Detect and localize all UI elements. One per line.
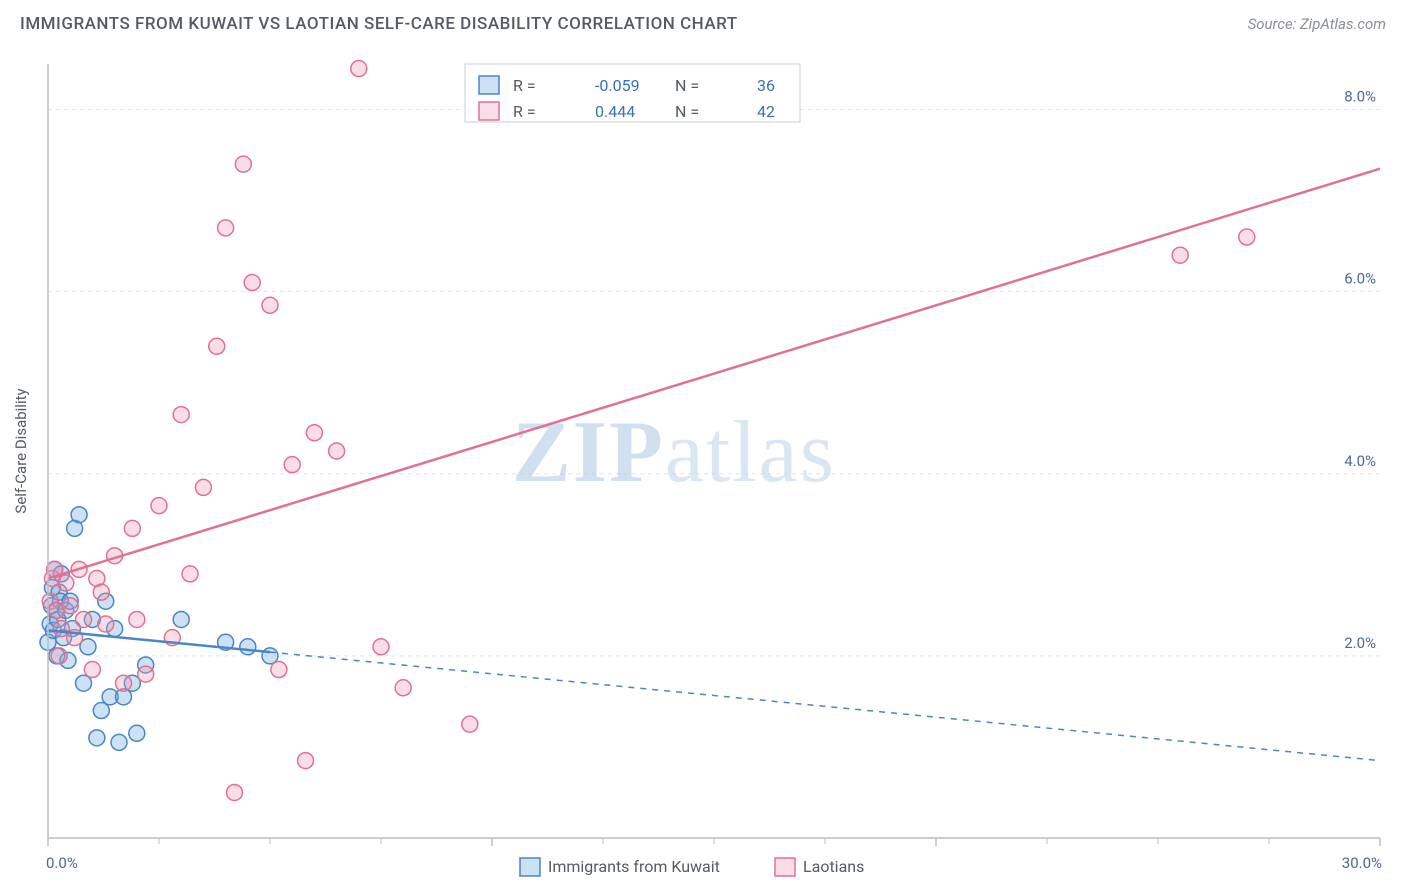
data-point: [138, 666, 154, 682]
data-point: [462, 716, 478, 732]
bottom-legend-label: Laotians: [803, 857, 864, 876]
legend-r-label: R =: [513, 102, 536, 121]
data-point: [62, 598, 78, 614]
x-tick-label: 0.0%: [46, 854, 78, 872]
data-point: [115, 675, 131, 691]
data-point: [284, 457, 300, 473]
legend-n-value: 36: [757, 76, 775, 95]
data-point: [129, 725, 145, 741]
y-tick-label: 8.0%: [1344, 88, 1376, 106]
data-point: [93, 584, 109, 600]
data-point: [329, 443, 345, 459]
legend-r-value: 0.444: [595, 102, 635, 121]
data-point: [182, 566, 198, 582]
data-point: [173, 611, 189, 627]
data-point: [71, 507, 87, 523]
correlation-scatter-chart: ZIPatlas 0.0% 30.0% 2.0% 4.0% 6.0% 8.0% Self-Ca…: [0, 48, 1406, 892]
data-point: [351, 61, 367, 77]
y-tick-label: 2.0%: [1344, 634, 1376, 652]
data-point: [240, 639, 256, 655]
data-point: [58, 575, 74, 591]
y-axis-label: Self-Care Disability: [12, 388, 30, 513]
data-point: [111, 734, 127, 750]
legend-r-value: -0.059: [595, 76, 640, 95]
data-point: [262, 297, 278, 313]
data-point: [226, 784, 242, 800]
data-point: [395, 680, 411, 696]
data-point: [1172, 247, 1188, 263]
data-point: [76, 611, 92, 627]
data-point: [271, 662, 287, 678]
data-point: [1239, 229, 1255, 245]
legend-n-label: N =: [675, 102, 699, 121]
data-point: [84, 662, 100, 678]
y-tick-label: 4.0%: [1344, 452, 1376, 470]
y-tick-label: 6.0%: [1344, 270, 1376, 288]
data-point: [98, 616, 114, 632]
bottom-legend-swatch-laotians: [775, 858, 795, 876]
legend-n-value: 42: [757, 102, 775, 121]
data-point: [89, 730, 105, 746]
data-point: [129, 611, 145, 627]
chart-container: ZIPatlas 0.0% 30.0% 2.0% 4.0% 6.0% 8.0% Self-Ca…: [0, 48, 1406, 892]
bottom-legend-label: Immigrants from Kuwait: [548, 857, 720, 876]
legend-n-label: N =: [675, 76, 699, 95]
data-point: [151, 498, 167, 514]
bottom-legend-swatch-kuwait: [520, 858, 540, 876]
watermark: ZIPatlas: [512, 404, 836, 501]
header-bar: IMMIGRANTS FROM KUWAIT VS LAOTIAN SELF-C…: [0, 0, 1406, 48]
source-attribution: Source: ZipAtlas.com: [1248, 15, 1386, 33]
data-point: [373, 639, 389, 655]
data-point: [173, 407, 189, 423]
data-point: [195, 479, 211, 495]
data-point: [306, 425, 322, 441]
x-tick-label: 30.0%: [1342, 854, 1382, 872]
data-point: [298, 753, 314, 769]
legend-r-label: R =: [513, 76, 536, 95]
legend-swatch-kuwait: [479, 76, 499, 94]
data-point: [209, 338, 225, 354]
chart-title: IMMIGRANTS FROM KUWAIT VS LAOTIAN SELF-C…: [20, 14, 738, 34]
data-point: [124, 520, 140, 536]
data-point: [218, 220, 234, 236]
data-point: [235, 156, 251, 172]
data-point: [244, 275, 260, 291]
legend-swatch-laotians: [479, 102, 499, 120]
data-point: [51, 648, 67, 664]
